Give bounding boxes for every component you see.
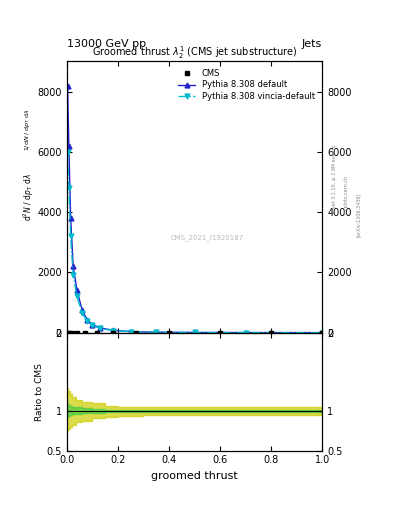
Y-axis label: Ratio to CMS: Ratio to CMS bbox=[35, 362, 44, 420]
Pythia 8.308 default bbox=[71, 263, 75, 269]
CMS bbox=[269, 330, 274, 336]
Pythia 8.308 default bbox=[85, 317, 90, 323]
Text: mcplots.cern.ch: mcplots.cern.ch bbox=[344, 175, 349, 214]
Line: Pythia 8.308 vincia-default: Pythia 8.308 vincia-default bbox=[65, 150, 325, 335]
CMS bbox=[67, 330, 72, 336]
Pythia 8.308 vincia-default bbox=[129, 329, 133, 335]
Pythia 8.308 vincia-default bbox=[65, 149, 70, 155]
Pythia 8.308 default bbox=[192, 329, 197, 335]
Pythia 8.308 vincia-default bbox=[75, 293, 79, 300]
Pythia 8.308 default bbox=[68, 215, 73, 221]
CMS bbox=[218, 330, 222, 336]
Pythia 8.308 vincia-default bbox=[85, 318, 90, 324]
Pythia 8.308 vincia-default bbox=[154, 329, 158, 335]
CMS bbox=[110, 330, 115, 336]
Line: Pythia 8.308 default: Pythia 8.308 default bbox=[65, 83, 325, 335]
CMS bbox=[70, 330, 74, 336]
Pythia 8.308 default bbox=[90, 322, 95, 328]
CMS bbox=[134, 330, 138, 336]
CMS bbox=[83, 330, 87, 336]
Pythia 8.308 default bbox=[129, 329, 133, 335]
Pythia 8.308 vincia-default bbox=[320, 330, 325, 336]
CMS bbox=[95, 330, 100, 336]
Text: [arXiv:1306.3436]: [arXiv:1306.3436] bbox=[356, 193, 361, 237]
Pythia 8.308 vincia-default bbox=[71, 272, 75, 279]
Pythia 8.308 default bbox=[320, 330, 325, 336]
CMS bbox=[320, 330, 325, 336]
Pythia 8.308 vincia-default bbox=[243, 330, 248, 336]
Pythia 8.308 vincia-default bbox=[192, 329, 197, 335]
Text: Rivet 3.1.10, ≥ 2.9M events: Rivet 3.1.10, ≥ 2.9M events bbox=[332, 145, 337, 214]
Text: $1/\mathrm{d}N$ / $\mathrm{d}p_\mathrm{T}$ $\mathrm{d}\lambda$: $1/\mathrm{d}N$ / $\mathrm{d}p_\mathrm{T… bbox=[23, 108, 32, 151]
Pythia 8.308 default bbox=[110, 327, 115, 333]
Pythia 8.308 vincia-default bbox=[80, 310, 84, 316]
CMS bbox=[75, 330, 79, 336]
Line: CMS: CMS bbox=[66, 330, 324, 335]
Pythia 8.308 vincia-default bbox=[68, 233, 73, 239]
Pythia 8.308 vincia-default bbox=[90, 323, 95, 329]
Pythia 8.308 default bbox=[154, 329, 158, 335]
X-axis label: groomed thrust: groomed thrust bbox=[151, 471, 238, 481]
Pythia 8.308 default bbox=[97, 325, 102, 331]
Y-axis label: $\mathrm{d}^2N$ / $\mathrm{d}p_\mathrm{T}$ $\mathrm{d}\lambda$: $\mathrm{d}^2N$ / $\mathrm{d}p_\mathrm{T… bbox=[22, 173, 36, 221]
CMS bbox=[167, 330, 171, 336]
Pythia 8.308 vincia-default bbox=[66, 185, 71, 191]
Pythia 8.308 default bbox=[80, 307, 84, 313]
Pythia 8.308 default bbox=[65, 82, 70, 89]
CMS bbox=[65, 330, 70, 336]
Pythia 8.308 default bbox=[243, 330, 248, 336]
Title: Groomed thrust $\lambda_2^1$ (CMS jet substructure): Groomed thrust $\lambda_2^1$ (CMS jet su… bbox=[92, 45, 297, 61]
Text: 13000 GeV pp: 13000 GeV pp bbox=[67, 38, 146, 49]
Pythia 8.308 vincia-default bbox=[110, 328, 115, 334]
Pythia 8.308 vincia-default bbox=[97, 325, 102, 331]
Text: CMS_2021_I1920187: CMS_2021_I1920187 bbox=[171, 234, 244, 241]
Legend: CMS, Pythia 8.308 default, Pythia 8.308 vincia-default: CMS, Pythia 8.308 default, Pythia 8.308 … bbox=[175, 66, 318, 104]
Text: Jets: Jets bbox=[302, 38, 322, 49]
Pythia 8.308 default bbox=[66, 143, 71, 149]
Pythia 8.308 default bbox=[75, 287, 79, 293]
